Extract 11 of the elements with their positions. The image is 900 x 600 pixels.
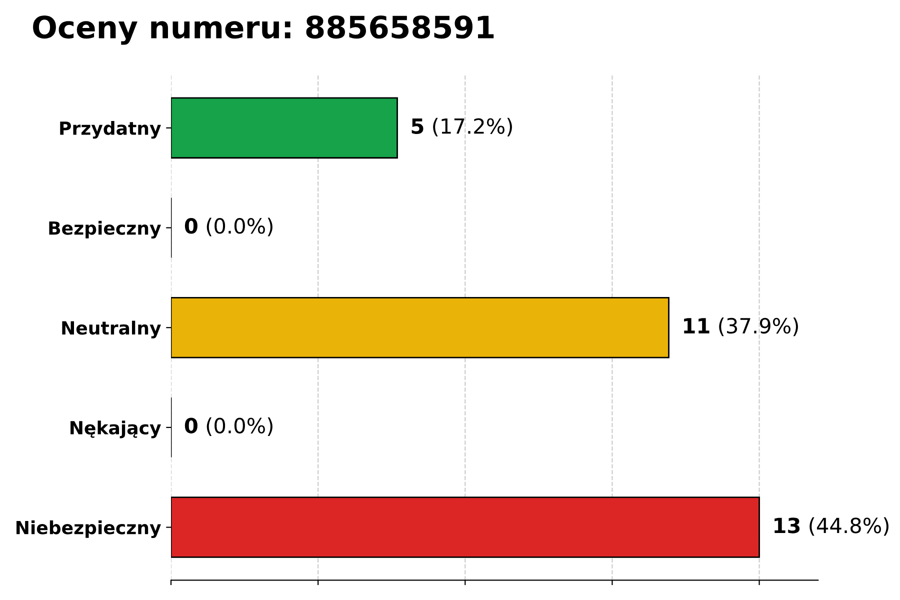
y-tick-label: Neutralny xyxy=(62,320,161,338)
data-label: 5 (17.2%) xyxy=(412,118,512,136)
chart-title: Oceny numeru: 885658591 xyxy=(33,16,494,45)
data-label: 0 (0.0%) xyxy=(184,417,272,436)
data-label: 13 (44.8%) xyxy=(774,517,888,536)
y-tick-label: Nękający xyxy=(70,420,161,438)
data-label: 11 (37.9%) xyxy=(684,318,798,336)
y-tick-label: Przydatny xyxy=(60,121,161,139)
y-tick-label: Bezpieczny xyxy=(49,220,161,239)
y-tick-label: Niebezpieczny xyxy=(16,520,161,538)
data-label: 0 (0.0%) xyxy=(184,218,272,236)
